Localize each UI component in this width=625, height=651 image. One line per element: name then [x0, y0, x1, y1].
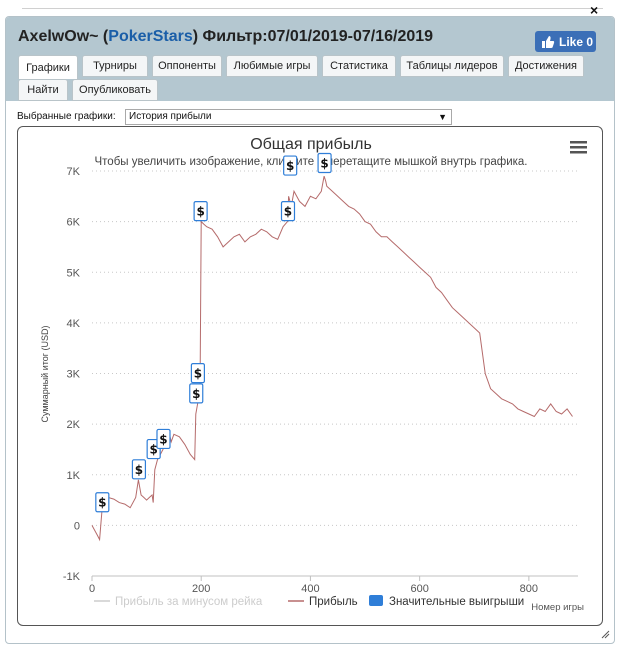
- svg-text:$: $: [194, 367, 202, 381]
- legend-label-big-wins: Значительные выигрыши: [389, 596, 524, 608]
- tab-label: Опубликовать: [79, 84, 151, 96]
- profit-chart[interactable]: Общая прибыль Чтобы увеличить изображение…: [18, 127, 604, 627]
- chart-selector-dropdown[interactable]: История прибыли ▼: [125, 109, 452, 125]
- close-icon[interactable]: ×: [590, 2, 599, 18]
- big-win-marker[interactable]: $: [131, 459, 147, 480]
- tab-achievements[interactable]: Достижения: [508, 55, 584, 77]
- y-tick-label: 3K: [67, 369, 81, 381]
- dialog-header: AxelwOw~ (PokerStars) Фильтр:07/01/2019-…: [6, 17, 614, 101]
- tab-favorite-games[interactable]: Любимые игры: [226, 55, 318, 77]
- like-label: Like: [559, 34, 584, 49]
- stats-dialog: AxelwOw~ (PokerStars) Фильтр:07/01/2019-…: [5, 16, 615, 644]
- y-axis-label: Суммарный итог (USD): [40, 325, 50, 422]
- chart-container[interactable]: Общая прибыль Чтобы увеличить изображение…: [17, 126, 603, 626]
- chart-selector-label: Выбранные графики:: [17, 111, 116, 122]
- tab-label: Любимые игры: [233, 60, 311, 72]
- big-win-marker[interactable]: $: [193, 201, 208, 222]
- legend-label-profit: Прибыль: [309, 596, 358, 608]
- filter-label: Фильтр:: [202, 28, 268, 45]
- x-tick-label: 800: [520, 583, 538, 595]
- svg-text:$: $: [192, 387, 200, 401]
- filter-range: 07/01/2019-07/16/2019: [267, 28, 434, 45]
- tab-tournaments[interactable]: Турниры: [82, 55, 148, 77]
- tab-statistics[interactable]: Статистика: [322, 55, 396, 77]
- big-win-marker[interactable]: $: [156, 428, 171, 450]
- svg-text:$: $: [320, 157, 328, 171]
- x-axis-label: Номер игры: [531, 602, 584, 613]
- divider: [22, 8, 603, 9]
- y-tick-label: 1K: [67, 470, 81, 482]
- tab-label: Достижения: [514, 60, 578, 72]
- y-tick-label: 2K: [67, 419, 81, 431]
- big-win-marker[interactable]: $: [283, 155, 298, 176]
- chart-selector-value: История прибыли: [129, 111, 212, 122]
- svg-text:$: $: [284, 205, 292, 219]
- x-tick-label: 0: [89, 583, 95, 595]
- big-win-marker[interactable]: $: [189, 383, 204, 404]
- tab-label: Таблицы лидеров: [406, 60, 498, 72]
- tab-label: Графики: [26, 61, 70, 74]
- tab-label: Турниры: [93, 60, 137, 72]
- x-tick-label: 600: [410, 583, 428, 595]
- tab-label: Оппоненты: [158, 60, 216, 72]
- dialog-title: AxelwOw~ (PokerStars) Фильтр:07/01/2019-…: [18, 28, 434, 45]
- y-tick-label: 4K: [67, 318, 81, 330]
- x-tick-label: 200: [192, 583, 210, 595]
- svg-text:$: $: [149, 443, 157, 457]
- tab-search[interactable]: Найти: [18, 79, 68, 101]
- player-name: AxelwOw~: [18, 28, 99, 45]
- chart-menu-icon[interactable]: [570, 141, 587, 154]
- tab-label: Статистика: [330, 60, 388, 72]
- svg-text:$: $: [135, 463, 143, 477]
- facebook-like-button[interactable]: Like 0: [535, 31, 596, 52]
- svg-text:$: $: [286, 159, 294, 173]
- legend-box-big-wins: [369, 595, 383, 606]
- like-count: 0: [586, 34, 594, 49]
- chart-title: Общая прибыль: [250, 136, 372, 153]
- y-tick-label: 5K: [67, 267, 81, 279]
- top-strip: [0, 0, 625, 16]
- y-tick-label: -1K: [63, 571, 81, 583]
- tab-graphs[interactable]: Графики: [18, 55, 78, 79]
- tab-opponents[interactable]: Оппоненты: [152, 55, 222, 77]
- big-win-marker[interactable]: $: [280, 201, 296, 222]
- chart-subtitle: Чтобы увеличить изображение, кликните и …: [95, 156, 528, 168]
- y-tick-label: 7K: [67, 166, 81, 178]
- legend-label-net-profit: Прибыль за минусом рейка: [115, 596, 263, 608]
- site-link[interactable]: PokerStars: [108, 28, 193, 45]
- big-win-marker[interactable]: $: [317, 152, 332, 174]
- resize-grip-icon[interactable]: [600, 629, 610, 639]
- svg-text:$: $: [159, 432, 167, 446]
- big-win-marker[interactable]: $: [190, 363, 205, 384]
- tab-leaderboards[interactable]: Таблицы лидеров: [400, 55, 504, 77]
- tab-publish[interactable]: Опубликовать: [72, 79, 158, 101]
- tab-label: Найти: [27, 84, 59, 96]
- y-tick-label: 6K: [67, 217, 81, 229]
- svg-text:$: $: [196, 205, 204, 219]
- big-win-marker[interactable]: $: [95, 492, 110, 513]
- thumbs-up-icon: [542, 35, 555, 48]
- x-tick-label: 400: [301, 583, 319, 595]
- svg-text:$: $: [98, 496, 106, 510]
- series-line-profit: [91, 175, 573, 542]
- y-tick-label: 0: [74, 520, 80, 532]
- dropdown-arrow-icon: ▼: [438, 112, 447, 122]
